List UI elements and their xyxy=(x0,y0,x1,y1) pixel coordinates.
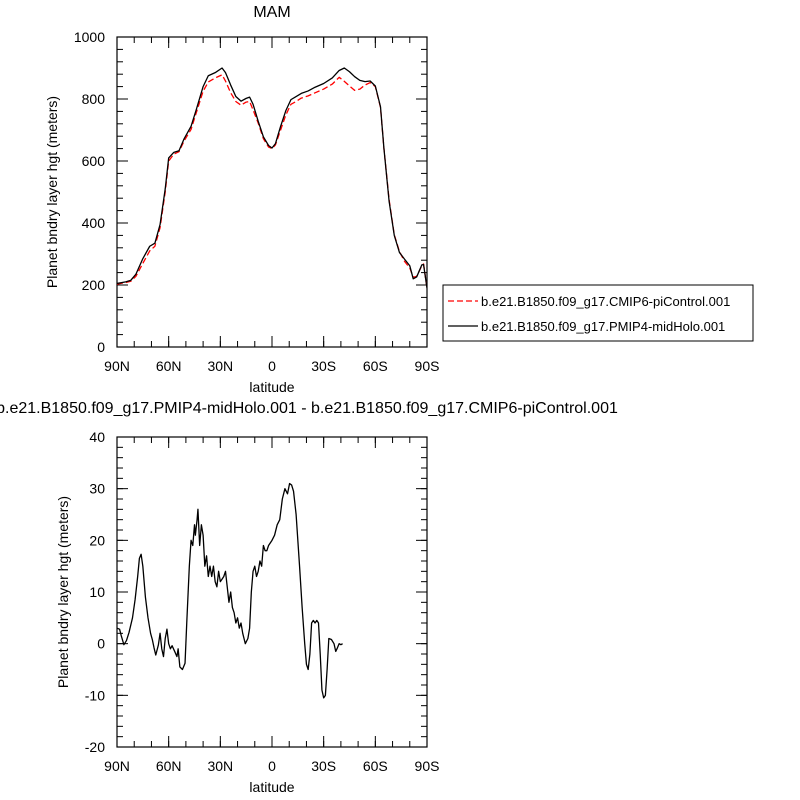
y-tick-label: 800 xyxy=(82,91,106,107)
chart-title: b.e21.B1850.f09_g17.PMIP4-midHolo.001 - … xyxy=(0,400,618,417)
x-tick-label: 30S xyxy=(311,758,336,774)
y-tick-label: 20 xyxy=(89,532,105,548)
x-tick-label: 90N xyxy=(104,758,130,774)
x-tick-label: 90S xyxy=(415,758,440,774)
y-tick-label: 40 xyxy=(89,429,105,445)
y-tick-label: -20 xyxy=(85,739,105,755)
series-line-2 xyxy=(117,67,427,289)
series-line-1 xyxy=(117,482,343,699)
legend-label-2: b.e21.B1850.f09_g17.PMIP4-midHolo.001 xyxy=(481,319,725,334)
x-axis-label: latitude xyxy=(249,779,294,795)
legend-box xyxy=(442,284,754,342)
y-tick-label: 0 xyxy=(97,636,105,652)
x-tick-label: 0 xyxy=(268,358,276,374)
y-tick-label: 400 xyxy=(82,215,106,231)
x-tick-label: 60S xyxy=(363,358,388,374)
plot-frame xyxy=(116,436,428,748)
x-tick-label: 60N xyxy=(156,358,182,374)
x-axis-label: latitude xyxy=(249,379,294,395)
x-tick-label: 60N xyxy=(156,758,182,774)
legend: b.e21.B1850.f09_g17.CMIP6-piControl.001b… xyxy=(442,284,754,342)
legend-label-1: b.e21.B1850.f09_g17.CMIP6-piControl.001 xyxy=(481,294,730,309)
x-tick-label: 0 xyxy=(268,758,276,774)
x-tick-label: 90N xyxy=(104,358,130,374)
x-tick-label: 30N xyxy=(207,758,233,774)
y-tick-label: 10 xyxy=(89,584,105,600)
chart-panel-1: MAM 90N 60N 30N 0 30S 60S 90S 0 200 400 600 800 1000 l… xyxy=(44,4,754,395)
y-tick-label: 1000 xyxy=(74,29,105,45)
x-tick-label: 30S xyxy=(311,358,336,374)
x-tick-label: 60S xyxy=(363,758,388,774)
y-tick-label: -10 xyxy=(85,687,105,703)
x-tick-label: 30N xyxy=(207,358,233,374)
plot-frame xyxy=(116,36,428,348)
y-tick-label: 200 xyxy=(82,277,106,293)
x-tick-label: 90S xyxy=(415,358,440,374)
y-axis-label: Planet bndry layer hgt (meters) xyxy=(44,96,60,288)
chart-title: MAM xyxy=(253,4,290,21)
chart-panel-2: b.e21.B1850.f09_g17.PMIP4-midHolo.001 - … xyxy=(0,400,618,795)
y-tick-label: 30 xyxy=(89,481,105,497)
y-tick-label: 600 xyxy=(82,153,106,169)
y-tick-label: 0 xyxy=(97,339,105,355)
y-axis-label: Planet bndry layer hgt (meters) xyxy=(55,496,71,688)
